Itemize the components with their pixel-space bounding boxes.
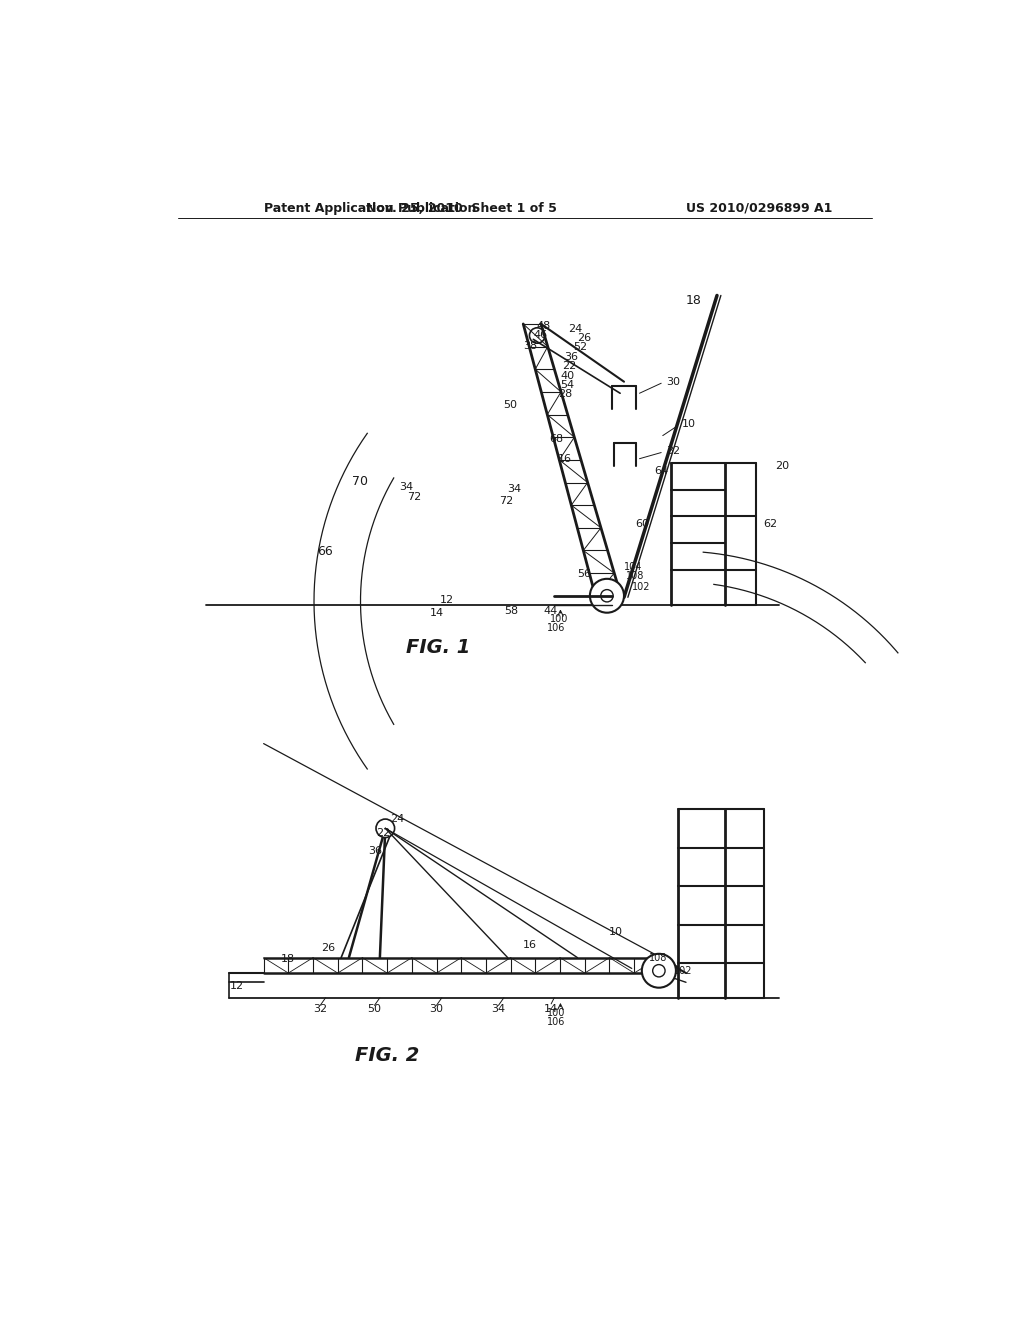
Text: 102: 102 bbox=[675, 966, 693, 975]
Text: Patent Application Publication: Patent Application Publication bbox=[263, 202, 476, 215]
Text: FIG. 2: FIG. 2 bbox=[355, 1045, 420, 1065]
Text: 30: 30 bbox=[429, 1005, 443, 1014]
Text: 34: 34 bbox=[492, 1005, 506, 1014]
Text: 12: 12 bbox=[230, 981, 245, 991]
Text: 36: 36 bbox=[564, 352, 579, 362]
Text: 108: 108 bbox=[649, 953, 668, 962]
Text: 52: 52 bbox=[573, 342, 588, 352]
Text: 26: 26 bbox=[578, 333, 592, 343]
Text: 14: 14 bbox=[544, 1005, 558, 1014]
Text: 46: 46 bbox=[534, 330, 548, 341]
Text: 56: 56 bbox=[578, 569, 592, 579]
Text: 34: 34 bbox=[399, 482, 414, 492]
Text: 68: 68 bbox=[549, 434, 563, 445]
Text: 72: 72 bbox=[407, 492, 421, 502]
Text: 32: 32 bbox=[313, 1005, 328, 1014]
Text: 48: 48 bbox=[537, 321, 551, 331]
Text: US 2010/0296899 A1: US 2010/0296899 A1 bbox=[686, 202, 833, 215]
Text: 32: 32 bbox=[667, 446, 681, 455]
Text: 18: 18 bbox=[281, 954, 295, 964]
Text: 16: 16 bbox=[523, 940, 538, 950]
Text: 18: 18 bbox=[686, 294, 701, 308]
Text: 66: 66 bbox=[317, 545, 334, 557]
Text: 106: 106 bbox=[548, 623, 566, 634]
Text: 16: 16 bbox=[558, 454, 572, 463]
Text: 44: 44 bbox=[544, 606, 557, 616]
Text: 58: 58 bbox=[505, 606, 519, 616]
Text: Nov. 25, 2010  Sheet 1 of 5: Nov. 25, 2010 Sheet 1 of 5 bbox=[366, 202, 557, 215]
Text: 72: 72 bbox=[499, 496, 513, 506]
Text: 70: 70 bbox=[352, 475, 369, 488]
Text: 24: 24 bbox=[568, 325, 583, 334]
Text: FIG. 1: FIG. 1 bbox=[406, 638, 470, 657]
Text: 10: 10 bbox=[608, 927, 623, 937]
Text: 22: 22 bbox=[562, 362, 577, 371]
Text: 28: 28 bbox=[558, 389, 572, 399]
Circle shape bbox=[590, 578, 624, 612]
Text: 26: 26 bbox=[322, 942, 336, 953]
Text: 10: 10 bbox=[682, 418, 696, 429]
Circle shape bbox=[642, 954, 676, 987]
Text: 36: 36 bbox=[369, 846, 382, 857]
Text: 50: 50 bbox=[503, 400, 517, 409]
Text: 12: 12 bbox=[439, 594, 454, 605]
Text: 38: 38 bbox=[523, 341, 538, 351]
Text: 40: 40 bbox=[560, 371, 574, 381]
Text: 24: 24 bbox=[390, 814, 404, 824]
Circle shape bbox=[376, 818, 394, 838]
Text: 100: 100 bbox=[548, 1008, 566, 1018]
Text: 34: 34 bbox=[508, 484, 521, 495]
Text: 60: 60 bbox=[635, 519, 649, 529]
Text: 108: 108 bbox=[627, 570, 645, 581]
Text: 30: 30 bbox=[667, 376, 681, 387]
Text: 50: 50 bbox=[368, 1005, 382, 1014]
Text: 54: 54 bbox=[560, 380, 574, 389]
Text: 64: 64 bbox=[654, 466, 669, 477]
Text: 14: 14 bbox=[430, 607, 444, 618]
Text: 106: 106 bbox=[548, 1018, 566, 1027]
Text: 20: 20 bbox=[775, 462, 790, 471]
Text: 22: 22 bbox=[376, 828, 390, 838]
Text: 62: 62 bbox=[764, 519, 777, 529]
Text: 100: 100 bbox=[550, 614, 568, 624]
Text: 102: 102 bbox=[632, 582, 650, 591]
Text: 104: 104 bbox=[624, 561, 642, 572]
